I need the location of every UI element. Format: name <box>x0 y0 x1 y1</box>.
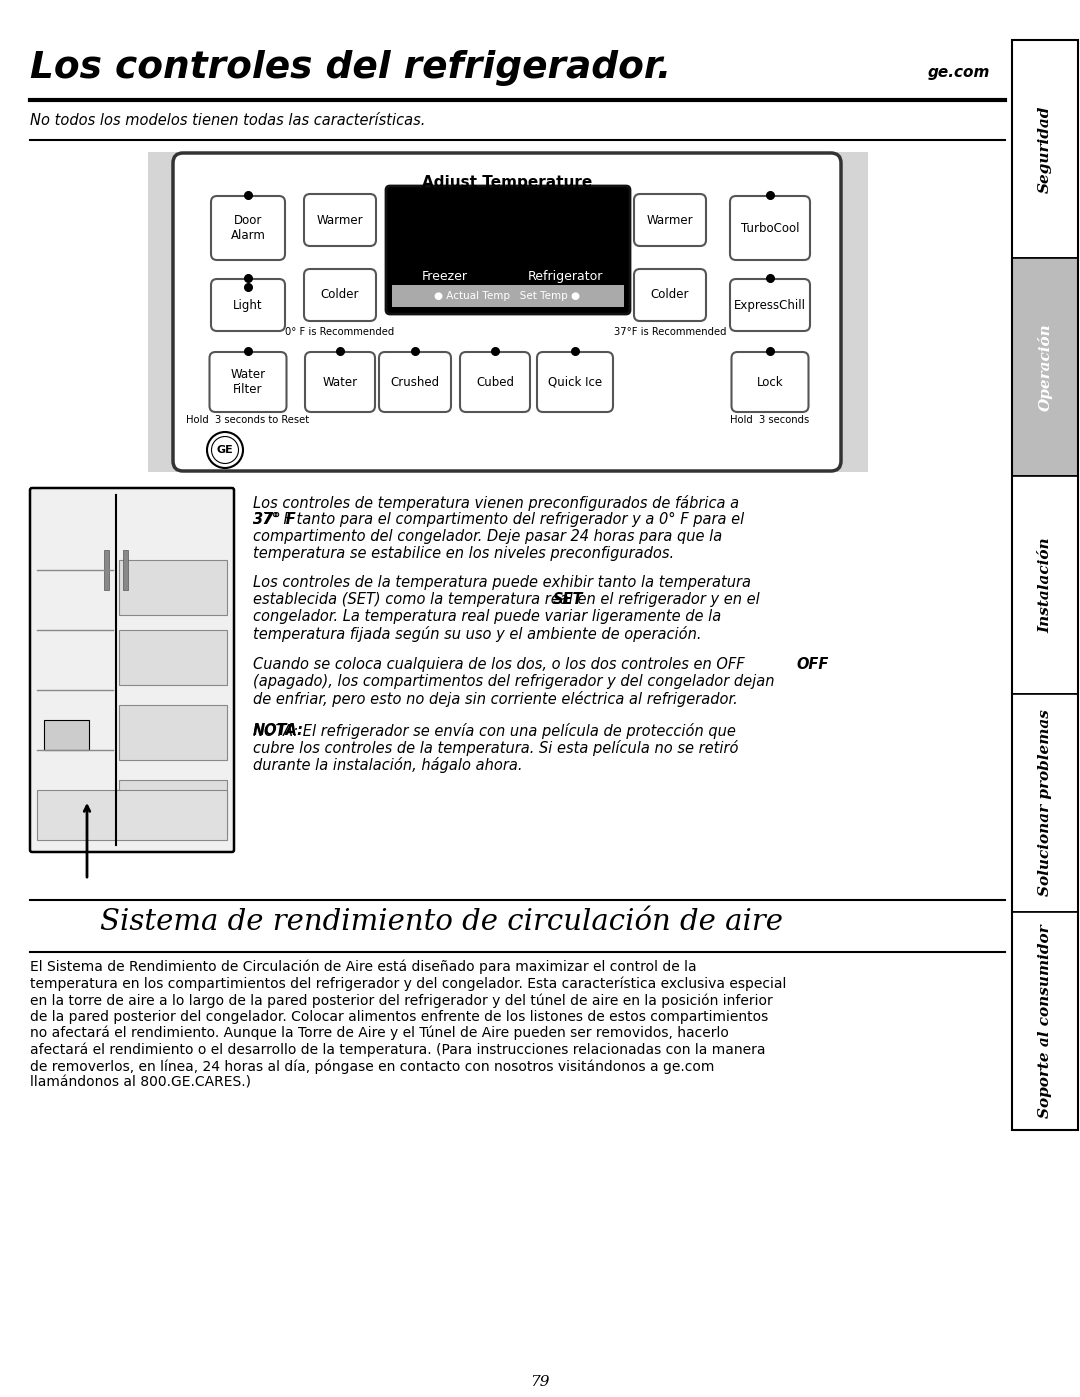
FancyBboxPatch shape <box>730 279 810 331</box>
Text: Sistema de rendimiento de circulación de aire: Sistema de rendimiento de circulación de… <box>100 908 783 936</box>
Bar <box>1012 912 1078 1130</box>
FancyBboxPatch shape <box>731 352 809 412</box>
Text: ● Actual Temp   Set Temp ●: ● Actual Temp Set Temp ● <box>434 291 580 300</box>
Bar <box>44 719 89 750</box>
FancyBboxPatch shape <box>210 352 286 412</box>
Circle shape <box>207 432 243 468</box>
FancyBboxPatch shape <box>211 196 285 260</box>
Text: 37° F tanto para el compartimento del refrigerador y a 0° F para el: 37° F tanto para el compartimento del re… <box>253 511 744 527</box>
Bar <box>119 560 227 615</box>
Text: congelador. La temperatura real puede variar ligeramente de la: congelador. La temperatura real puede va… <box>253 609 721 624</box>
Text: Solucionar problemas: Solucionar problemas <box>1038 710 1052 897</box>
Text: Crushed: Crushed <box>391 376 440 388</box>
Text: Soporte al consumidor: Soporte al consumidor <box>1038 925 1052 1118</box>
Text: Refrigerator: Refrigerator <box>527 270 603 284</box>
Text: 37° F: 37° F <box>253 511 296 527</box>
Text: de la pared posterior del congelador. Colocar alimentos enfrente de los listones: de la pared posterior del congelador. Co… <box>30 1010 768 1024</box>
Text: ge.com: ge.com <box>928 66 990 80</box>
Text: temperatura se estabilice en los niveles preconfigurados.: temperatura se estabilice en los niveles… <box>253 546 674 562</box>
Bar <box>1012 41 1078 1130</box>
Text: ExpressChill: ExpressChill <box>734 299 806 312</box>
FancyBboxPatch shape <box>730 196 810 260</box>
Text: No todos los modelos tienen todas las características.: No todos los modelos tienen todas las ca… <box>30 113 426 129</box>
Text: establecida (SET) como la temperatura real en el refrigerador y en el: establecida (SET) como la temperatura re… <box>253 592 759 608</box>
Text: cubre los controles de la temperatura. Si esta película no se retiró: cubre los controles de la temperatura. S… <box>253 740 739 756</box>
Text: NOTA: El refrigerador se envía con una película de protección que: NOTA: El refrigerador se envía con una p… <box>253 724 735 739</box>
Text: Colder: Colder <box>651 289 689 302</box>
Text: Warmer: Warmer <box>316 214 363 226</box>
Text: Water
Filter: Water Filter <box>230 367 266 395</box>
Text: Los controles de la temperatura puede exhibir tanto la temperatura: Los controles de la temperatura puede ex… <box>253 576 751 590</box>
Text: 0° F is Recommended: 0° F is Recommended <box>285 327 394 337</box>
Text: Los controles de temperatura vienen preconfigurados de fábrica a: Los controles de temperatura vienen prec… <box>253 495 739 511</box>
FancyBboxPatch shape <box>305 352 375 412</box>
Bar <box>392 285 624 307</box>
FancyBboxPatch shape <box>386 186 630 314</box>
FancyBboxPatch shape <box>303 270 376 321</box>
Text: Colder: Colder <box>321 289 360 302</box>
Text: Cuando se coloca cualquiera de los dos, o los dos controles en OFF: Cuando se coloca cualquiera de los dos, … <box>253 657 744 672</box>
Text: TurboCool: TurboCool <box>741 222 799 235</box>
Text: temperatura en los compartimientos del refrigerador y del congelador. Esta carac: temperatura en los compartimientos del r… <box>30 977 786 990</box>
Bar <box>1012 694 1078 912</box>
Text: en la torre de aire a lo largo de la pared posterior del refrigerador y del túne: en la torre de aire a lo largo de la par… <box>30 993 773 1007</box>
Text: no afectará el rendimiento. Aunque la Torre de Aire y el Túnel de Aire pueden se: no afectará el rendimiento. Aunque la To… <box>30 1025 729 1041</box>
Text: SET: SET <box>553 592 583 608</box>
Text: Instalación: Instalación <box>1038 538 1052 633</box>
Text: Freezer: Freezer <box>422 270 468 284</box>
Text: Door
Alarm: Door Alarm <box>230 214 266 242</box>
Text: Water: Water <box>323 376 357 388</box>
Bar <box>1012 258 1078 476</box>
Bar <box>148 152 868 472</box>
Text: Lock: Lock <box>757 376 783 388</box>
Text: Cubed: Cubed <box>476 376 514 388</box>
Text: GE: GE <box>217 446 233 455</box>
Text: 37°F is Recommended: 37°F is Recommended <box>613 327 726 337</box>
Text: afectará el rendimiento o el desarrollo de la temperatura. (Para instrucciones r: afectará el rendimiento o el desarrollo … <box>30 1042 766 1058</box>
FancyBboxPatch shape <box>537 352 613 412</box>
Text: llamándonos al 800.GE.CARES.): llamándonos al 800.GE.CARES.) <box>30 1076 251 1090</box>
Text: Warmer: Warmer <box>647 214 693 226</box>
FancyBboxPatch shape <box>211 279 285 331</box>
Text: compartimento del congelador. Deje pasar 24 horas para que la: compartimento del congelador. Deje pasar… <box>253 529 723 543</box>
Text: NOTA:: NOTA: <box>253 724 303 738</box>
Bar <box>119 705 227 760</box>
Text: 79: 79 <box>530 1375 550 1389</box>
FancyBboxPatch shape <box>634 194 706 246</box>
Bar <box>119 630 227 685</box>
FancyBboxPatch shape <box>303 194 376 246</box>
Bar <box>1012 476 1078 694</box>
FancyBboxPatch shape <box>173 154 841 471</box>
Text: Light: Light <box>233 299 262 312</box>
Text: Seguridad: Seguridad <box>1038 105 1052 193</box>
FancyBboxPatch shape <box>30 488 234 852</box>
Text: Adjust Temperature: Adjust Temperature <box>422 175 592 190</box>
Text: de removerlos, en línea, 24 horas al día, póngase en contacto con nosotros visit: de removerlos, en línea, 24 horas al día… <box>30 1059 714 1073</box>
Text: OFF: OFF <box>796 657 828 672</box>
Text: Quick Ice: Quick Ice <box>548 376 602 388</box>
Bar <box>1012 41 1078 258</box>
Text: temperatura fijada según su uso y el ambiente de operación.: temperatura fijada según su uso y el amb… <box>253 626 702 643</box>
FancyBboxPatch shape <box>379 352 451 412</box>
Text: de enfriar, pero esto no deja sin corriente eléctrica al refrigerador.: de enfriar, pero esto no deja sin corrie… <box>253 692 738 707</box>
Text: Hold  3 seconds: Hold 3 seconds <box>730 415 810 425</box>
Bar <box>37 789 227 840</box>
Bar <box>123 550 129 590</box>
Text: Los controles del refrigerador.: Los controles del refrigerador. <box>30 50 672 87</box>
FancyBboxPatch shape <box>634 270 706 321</box>
Text: durante la instalación, hágalo ahora.: durante la instalación, hágalo ahora. <box>253 757 523 773</box>
Bar <box>119 780 227 835</box>
Text: (apagado), los compartimentos del refrigerador y del congelador dejan: (apagado), los compartimentos del refrig… <box>253 673 774 689</box>
Text: El Sistema de Rendimiento de Circulación de Aire está diseñado para maximizar el: El Sistema de Rendimiento de Circulación… <box>30 960 697 975</box>
FancyBboxPatch shape <box>460 352 530 412</box>
Text: Operación: Operación <box>1038 323 1053 411</box>
Bar <box>104 550 109 590</box>
Text: Hold  3 seconds to Reset: Hold 3 seconds to Reset <box>187 415 310 425</box>
